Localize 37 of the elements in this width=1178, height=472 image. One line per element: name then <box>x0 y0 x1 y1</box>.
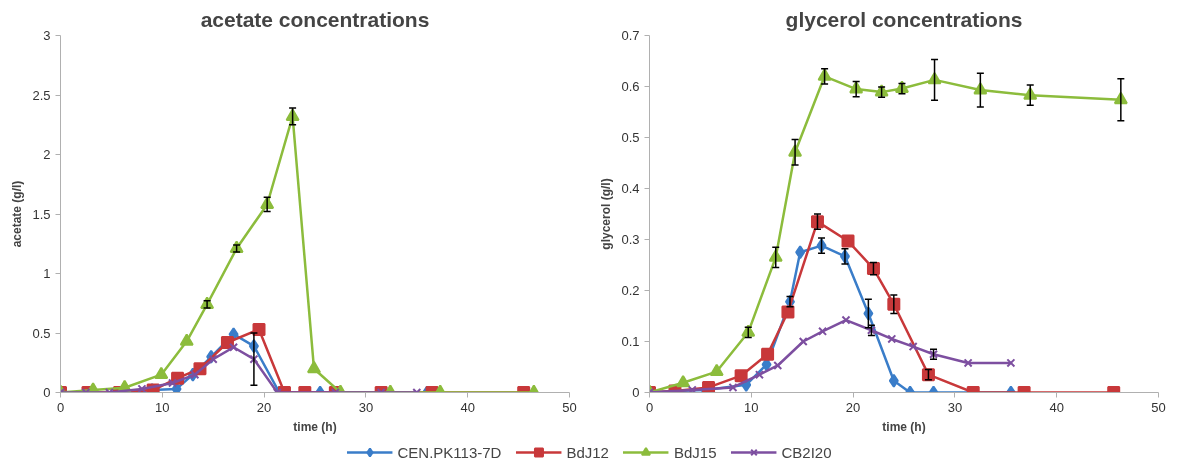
y-tick-label: 1 <box>43 266 51 281</box>
x-axis-title: time (h) <box>293 419 337 434</box>
y-tick-label: 2 <box>43 147 51 162</box>
legend-label: CEN.PK113-7D <box>397 443 502 461</box>
y-axis-title: glycerol (g/l) <box>599 178 614 250</box>
y-tick-label: 2.5 <box>32 87 51 103</box>
x-axis-title: time (h) <box>882 419 926 434</box>
x-tick-label: 30 <box>358 399 374 415</box>
x-tick-label: 20 <box>256 399 272 415</box>
y-tick-label: 0.5 <box>621 130 640 145</box>
x-tick-label: 40 <box>460 399 475 415</box>
x-tick-label: 0 <box>645 399 654 415</box>
y-tick-label: 0.4 <box>621 181 640 196</box>
y-tick-label: 1.5 <box>32 206 51 222</box>
chart-title: glycerol concentrations <box>785 7 1023 31</box>
y-tick-label: 0.6 <box>621 79 640 94</box>
y-tick-label: 0 <box>632 385 640 400</box>
legend-label: CB2I20 <box>781 443 832 461</box>
y-tick-label: 0.7 <box>621 28 640 43</box>
x-tick-label: 40 <box>1049 399 1064 415</box>
y-tick-label: 0 <box>43 385 51 400</box>
legend-label: BdJ15 <box>673 443 717 461</box>
x-tick-label: 10 <box>155 399 170 415</box>
y-tick-label: 0.1 <box>621 334 640 349</box>
chart-title: acetate concentrations <box>200 7 430 31</box>
x-tick-label: 30 <box>947 399 963 415</box>
x-tick-label: 20 <box>845 399 861 415</box>
x-tick-label: 10 <box>744 399 759 415</box>
y-tick-label: 0.3 <box>621 232 640 247</box>
x-tick-label: 50 <box>1151 399 1166 415</box>
y-tick-label: 3 <box>43 28 51 43</box>
y-axis-title: acetate (g/l) <box>10 180 25 248</box>
y-tick-label: 0.2 <box>621 283 640 298</box>
y-tick-label: 0.5 <box>32 325 51 341</box>
x-tick-label: 50 <box>562 399 577 415</box>
legend-label: BdJ12 <box>566 443 609 461</box>
x-tick-label: 0 <box>56 399 65 415</box>
